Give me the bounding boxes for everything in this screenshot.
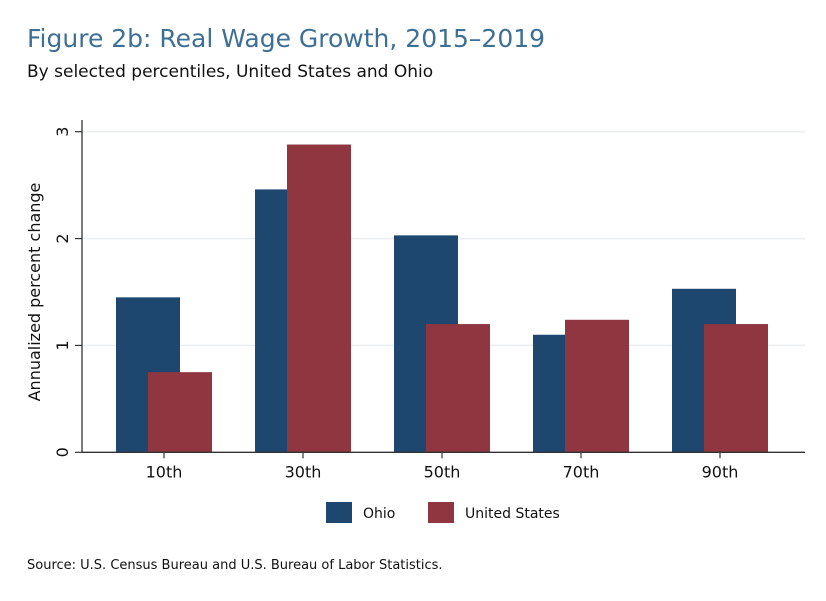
chart-title: Figure 2b: Real Wage Growth, 2015–2019 [27, 24, 546, 53]
legend-swatch-united-states [428, 502, 454, 523]
x-tick-label: 30th [285, 462, 322, 481]
x-tick-label: 90th [702, 462, 739, 481]
x-tick-label: 10th [146, 462, 183, 481]
y-tick-label: 2 [53, 233, 72, 243]
bar-united-states-50th [426, 324, 490, 453]
bar-united-states-10th [148, 372, 212, 453]
y-tick-label: 0 [53, 447, 72, 457]
bar-united-states-70th [565, 319, 629, 453]
legend-label-ohio: Ohio [363, 506, 395, 522]
y-axis-label: Annualized percent change [25, 183, 44, 402]
legend-swatch-ohio [326, 502, 352, 523]
source-note: Source: U.S. Census Bureau and U.S. Bure… [27, 558, 443, 573]
legend-label-united-states: United States [465, 506, 560, 522]
bar-united-states-30th [287, 144, 351, 453]
y-tick-label: 1 [53, 340, 72, 350]
x-tick-label: 50th [424, 462, 461, 481]
chart-subtitle: By selected percentiles, United States a… [27, 62, 434, 82]
x-tick-label: 70th [563, 462, 600, 481]
y-tick-label: 3 [53, 127, 72, 137]
bar-united-states-90th [704, 324, 768, 453]
